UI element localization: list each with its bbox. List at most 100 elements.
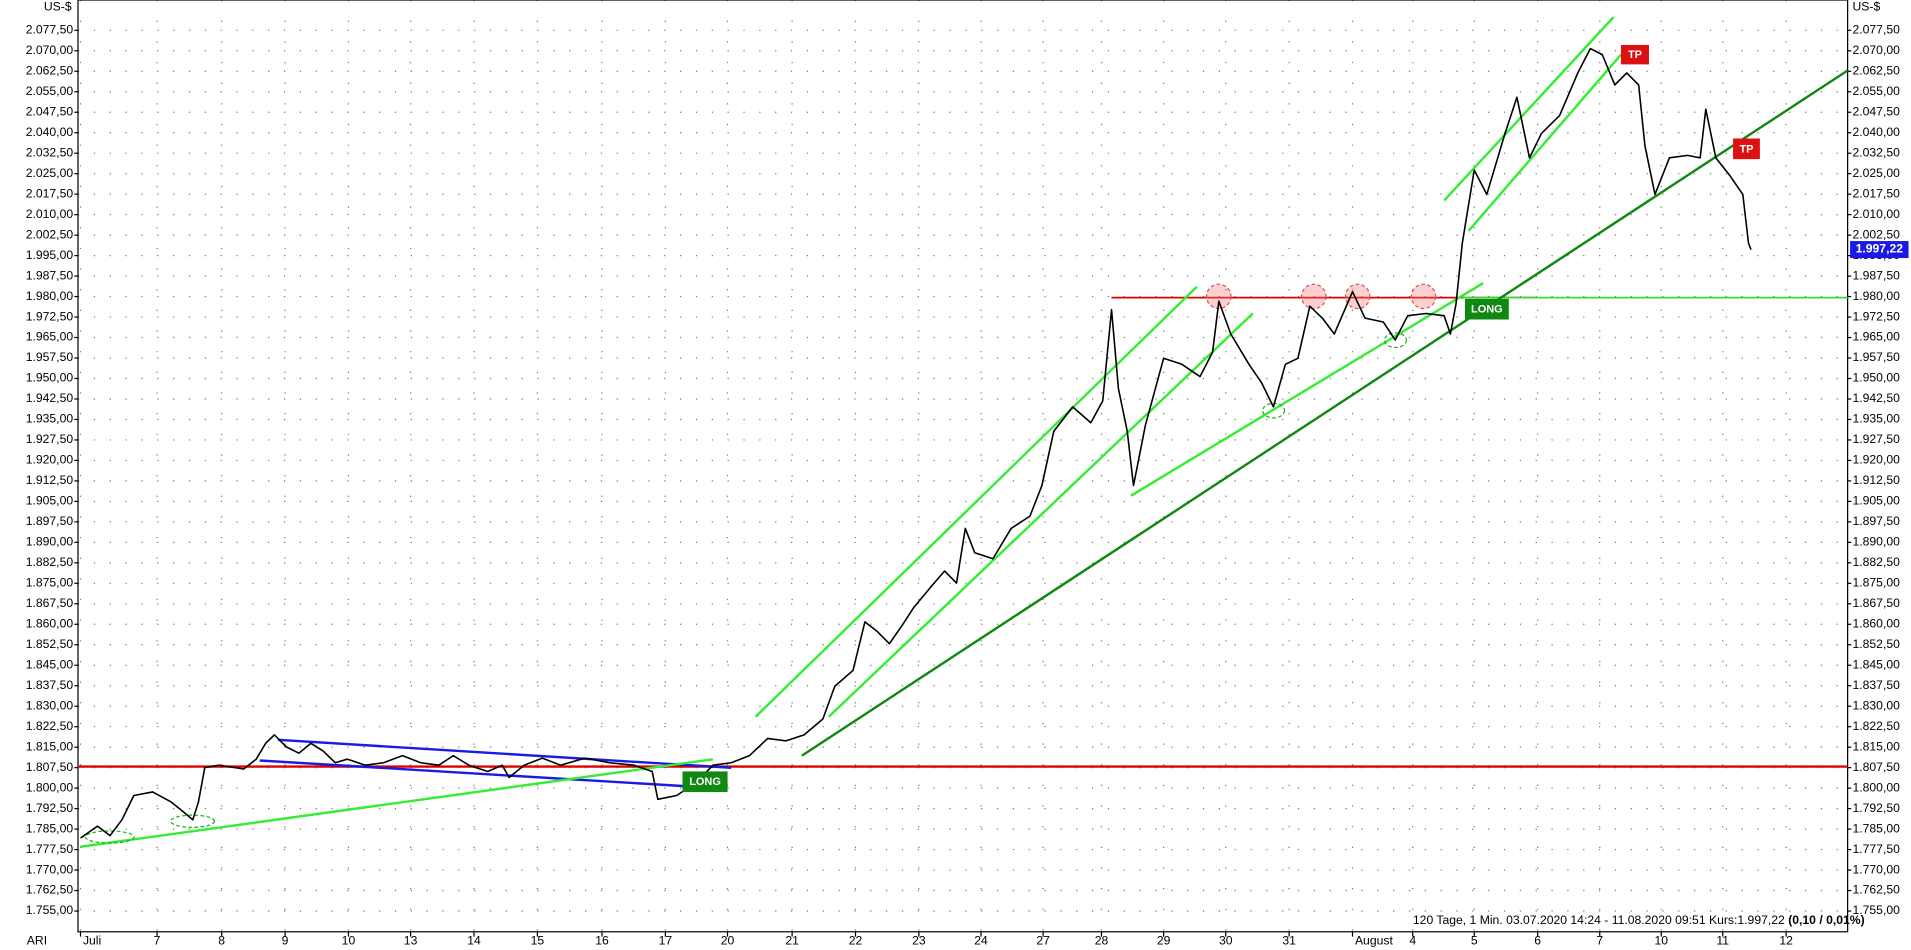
y-tick-label: 1.852,50 [1853, 637, 1901, 651]
y-tick-label: 1.852,50 [26, 637, 74, 651]
y-tick-label: 1.770,00 [26, 862, 74, 876]
y-tick-label: 2.010,00 [26, 207, 74, 221]
trend-line [754, 285, 1198, 718]
x-tick-label: 22 [849, 934, 863, 948]
x-tick-label: 10 [342, 934, 356, 948]
x-tick-label: 14 [467, 934, 481, 948]
footer: 120 Tage, 1 Min. 03.07.2020 14:24 - 11.0… [1413, 913, 1865, 927]
price-line [80, 47, 1752, 839]
series [80, 47, 1752, 839]
plot-frame [77, 0, 1849, 933]
y-tick-label: 1.980,00 [1853, 289, 1901, 303]
marker-ellipse [1383, 332, 1408, 349]
y-tick-label: 1.987,50 [26, 268, 74, 282]
marker-ellipse [1262, 402, 1286, 419]
y-tick-label: 1.942,50 [1853, 391, 1901, 405]
x-tick-label: 28 [1095, 934, 1109, 948]
annotation: LONG [689, 776, 721, 788]
y-tick-label: 1.830,00 [26, 698, 74, 712]
y-tick-label: 1.927,50 [1853, 432, 1901, 446]
y-tick-label: 1.807,50 [26, 760, 74, 774]
x-tick-label: 12 [1779, 934, 1793, 948]
x-tick-label: 31 [1282, 934, 1296, 948]
y-tick-label: 1.845,00 [26, 657, 74, 671]
y-tick-label: 1.837,50 [26, 678, 74, 692]
y-tick-label: 1.882,50 [1853, 555, 1901, 569]
trend-line [1467, 53, 1622, 232]
x-tick-label: 29 [1157, 934, 1171, 948]
y-tick-label: 1.815,00 [26, 739, 74, 753]
y-tick-label: 1.830,00 [1853, 698, 1901, 712]
y-tick-label: 1.875,00 [1853, 576, 1901, 590]
annotation-box [1733, 138, 1760, 160]
y-unit: US-$ [1853, 0, 1881, 13]
y-tick-label: 1.800,00 [1853, 780, 1901, 794]
y-tick-label: 1.950,00 [1853, 371, 1901, 385]
y-tick-label: 2.047,50 [1853, 104, 1901, 118]
y-tick-label: 1.792,50 [26, 801, 74, 815]
y-tick-label: 2.062,50 [26, 64, 74, 78]
x-tick-label: 10 [1654, 934, 1668, 948]
y-tick-label: 1.770,00 [1853, 862, 1901, 876]
y-tick-label: 2.002,50 [26, 227, 74, 241]
y-tick-label: 1.875,00 [26, 576, 74, 590]
trend-line [1130, 282, 1484, 497]
annotation-box [682, 771, 728, 793]
y-tick-label: 2.070,00 [26, 43, 74, 57]
marker-circle [1301, 283, 1327, 310]
x-tick-label: 30 [1219, 934, 1233, 948]
y-tick-label: 1.912,50 [26, 473, 74, 487]
current-price-label: 1.997,22 [1856, 242, 1904, 256]
annotation-box [1620, 44, 1649, 65]
y-tick-label: 1.920,00 [1853, 453, 1901, 467]
marker-circle [1205, 283, 1232, 310]
y-tick-label: 2.055,00 [26, 84, 74, 98]
y-tick-label: 1.837,50 [1853, 678, 1901, 692]
marker-ellipse [84, 830, 135, 844]
y-tick-label: 1.912,50 [1853, 473, 1901, 487]
y-tick-label: 1.890,00 [26, 535, 74, 549]
x-tick-label: 8 [218, 934, 225, 948]
x-tick-label: Juli [83, 934, 101, 948]
x-tick-label: 7 [154, 934, 161, 948]
y-tick-label: 1.987,50 [1853, 268, 1901, 282]
x-tick-label: 16 [595, 934, 609, 948]
x-tick-label: 27 [1036, 934, 1050, 948]
x-tick-label: 15 [531, 934, 545, 948]
y-tick-label: 1.860,00 [1853, 617, 1901, 631]
y-tick-label: 1.777,50 [1853, 842, 1901, 856]
trend-line [1443, 16, 1615, 202]
y-tick-label: 1.905,00 [1853, 494, 1901, 508]
x-tick-label: 23 [912, 934, 926, 948]
y-tick-label: 2.032,50 [26, 145, 74, 159]
y-tick-label: 1.957,50 [26, 350, 74, 364]
y-tick-label: 1.785,00 [26, 821, 74, 835]
footer-text: 120 Tage, 1 Min. 03.07.2020 14:24 - 11.0… [1413, 913, 1785, 927]
y-tick-label: 1.905,00 [26, 494, 74, 508]
annotations: LONG LONG TP TP [682, 44, 1760, 793]
marker-circle [1344, 283, 1371, 310]
x-tick-label: 7 [1596, 934, 1603, 948]
x-tick-label: 24 [974, 934, 988, 948]
x-tick-label: 9 [282, 934, 289, 948]
y-tick-label: 1.957,50 [1853, 350, 1901, 364]
y-tick-label: 1.800,00 [26, 780, 74, 794]
y-tick-label: 1.867,50 [1853, 596, 1901, 610]
footer-change: (0,10 / 0,01%) [1788, 913, 1864, 927]
instrument: ARI [27, 934, 47, 948]
annotation: TP [1739, 143, 1753, 155]
x-tick-label: 21 [785, 934, 799, 948]
channel-line [277, 738, 732, 769]
trend-line [801, 69, 1849, 757]
y-tick-label: 1.920,00 [26, 453, 74, 467]
y-tick-label: 1.755,00 [26, 903, 74, 917]
y-tick-label: 1.950,00 [26, 371, 74, 385]
channel-line [259, 759, 683, 788]
y-tick-label: 1.897,50 [26, 514, 74, 528]
y-tick-label: 2.010,00 [1853, 207, 1901, 221]
y-tick-label: 1.785,00 [1853, 821, 1901, 835]
y-tick-label: 2.032,50 [1853, 145, 1901, 159]
